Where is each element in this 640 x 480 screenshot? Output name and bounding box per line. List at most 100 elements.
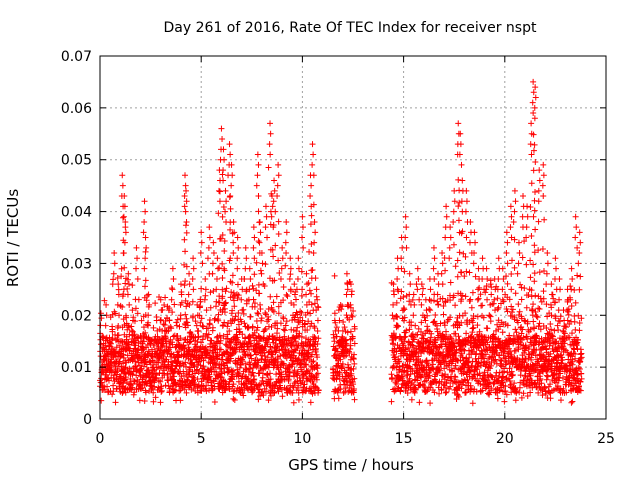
roti-spike-point	[541, 216, 548, 223]
roti-spike-point	[494, 306, 501, 313]
roti-spike-point	[286, 275, 293, 282]
roti-spike-point	[190, 265, 197, 272]
roti-point	[161, 321, 168, 328]
roti-spike-point	[181, 203, 188, 210]
roti-point	[140, 338, 147, 345]
roti-point	[143, 361, 150, 368]
roti-spike-point	[532, 189, 539, 196]
roti-spike-point	[246, 265, 253, 272]
roti-spike-point	[262, 261, 269, 268]
roti-point	[232, 313, 239, 320]
roti-spike-point	[118, 265, 125, 272]
roti-spike-point	[467, 218, 474, 225]
roti-point	[257, 393, 264, 400]
roti-point	[172, 365, 179, 372]
roti-point	[305, 353, 312, 360]
roti-point	[243, 384, 250, 391]
roti-spike-point	[531, 104, 538, 111]
roti-spike-point	[258, 270, 265, 277]
roti-spike-point	[503, 229, 510, 236]
roti-point	[277, 320, 284, 327]
roti-spike-point	[536, 305, 543, 312]
roti-spike-point	[122, 224, 129, 231]
roti-point	[267, 293, 274, 300]
roti-point	[179, 382, 186, 389]
roti-point	[290, 399, 297, 406]
roti-spike-point	[141, 265, 148, 272]
roti-point	[557, 397, 564, 404]
roti-point	[336, 369, 343, 376]
roti-point	[97, 341, 104, 348]
roti-spike-point	[548, 291, 555, 298]
roti-point	[283, 355, 290, 362]
roti-point	[530, 301, 537, 308]
roti-spike-point	[457, 130, 464, 137]
roti-spike-point	[403, 224, 410, 231]
roti-spike-point	[431, 255, 438, 262]
roti-spike-point	[222, 187, 229, 194]
roti-point	[250, 364, 257, 371]
roti-spike-point	[181, 236, 188, 243]
x-tick-label: 0	[96, 431, 105, 447]
roti-spike-point	[483, 265, 490, 272]
roti-spike-point	[418, 281, 425, 288]
roti-spike-point	[142, 277, 149, 284]
roti-point	[236, 370, 243, 377]
roti-point	[273, 344, 280, 351]
roti-spike-point	[182, 248, 189, 255]
roti-spike-point	[419, 291, 426, 298]
roti-point	[346, 350, 353, 357]
roti-spike-point	[283, 229, 290, 236]
roti-point	[421, 378, 428, 385]
roti-spike-point	[528, 180, 535, 187]
roti-spike-point	[540, 193, 547, 200]
roti-point	[174, 316, 181, 323]
roti-point	[234, 281, 241, 288]
roti-spike-point	[134, 275, 141, 282]
roti-point	[307, 310, 314, 317]
roti-point	[234, 360, 241, 367]
roti-spike-point	[503, 250, 510, 257]
roti-spike-point	[450, 218, 457, 225]
roti-point	[351, 385, 358, 392]
roti-point	[438, 343, 445, 350]
roti-spike-point	[544, 250, 551, 257]
roti-spike-point	[142, 234, 149, 241]
roti-point	[448, 375, 455, 382]
roti-spike-point	[221, 156, 228, 163]
roti-spike-point	[142, 255, 149, 262]
roti-point	[315, 387, 322, 394]
roti-point	[351, 325, 358, 332]
roti-point	[118, 273, 125, 280]
roti-point	[406, 298, 413, 305]
roti-spike-point	[411, 301, 418, 308]
roti-spike-point	[214, 265, 221, 272]
roti-spike-point	[488, 291, 495, 298]
x-tick-label: 15	[395, 431, 413, 447]
roti-spike-point	[514, 270, 521, 277]
roti-spike-point	[524, 203, 531, 210]
roti-point	[236, 364, 243, 371]
roti-spike-point	[451, 198, 458, 205]
roti-spike-point	[254, 151, 261, 158]
roti-spike-point	[531, 207, 538, 214]
roti-spike-point	[110, 270, 117, 277]
roti-spike-point	[111, 250, 118, 257]
roti-point	[389, 374, 396, 381]
roti-spike-point	[273, 293, 280, 300]
roti-point	[202, 385, 209, 392]
roti-point	[350, 308, 357, 315]
roti-spike-point	[426, 296, 433, 303]
roti-point	[228, 289, 235, 296]
roti-spike-point	[282, 262, 289, 269]
roti-point	[314, 370, 321, 377]
roti-point	[177, 335, 184, 342]
roti-point	[273, 371, 280, 378]
roti-point	[398, 384, 405, 391]
roti-point	[197, 319, 204, 326]
roti-spike-point	[523, 261, 530, 268]
roti-point	[399, 377, 406, 384]
roti-spike-point	[531, 141, 538, 148]
roti-point	[230, 289, 237, 296]
roti-point	[110, 382, 117, 389]
